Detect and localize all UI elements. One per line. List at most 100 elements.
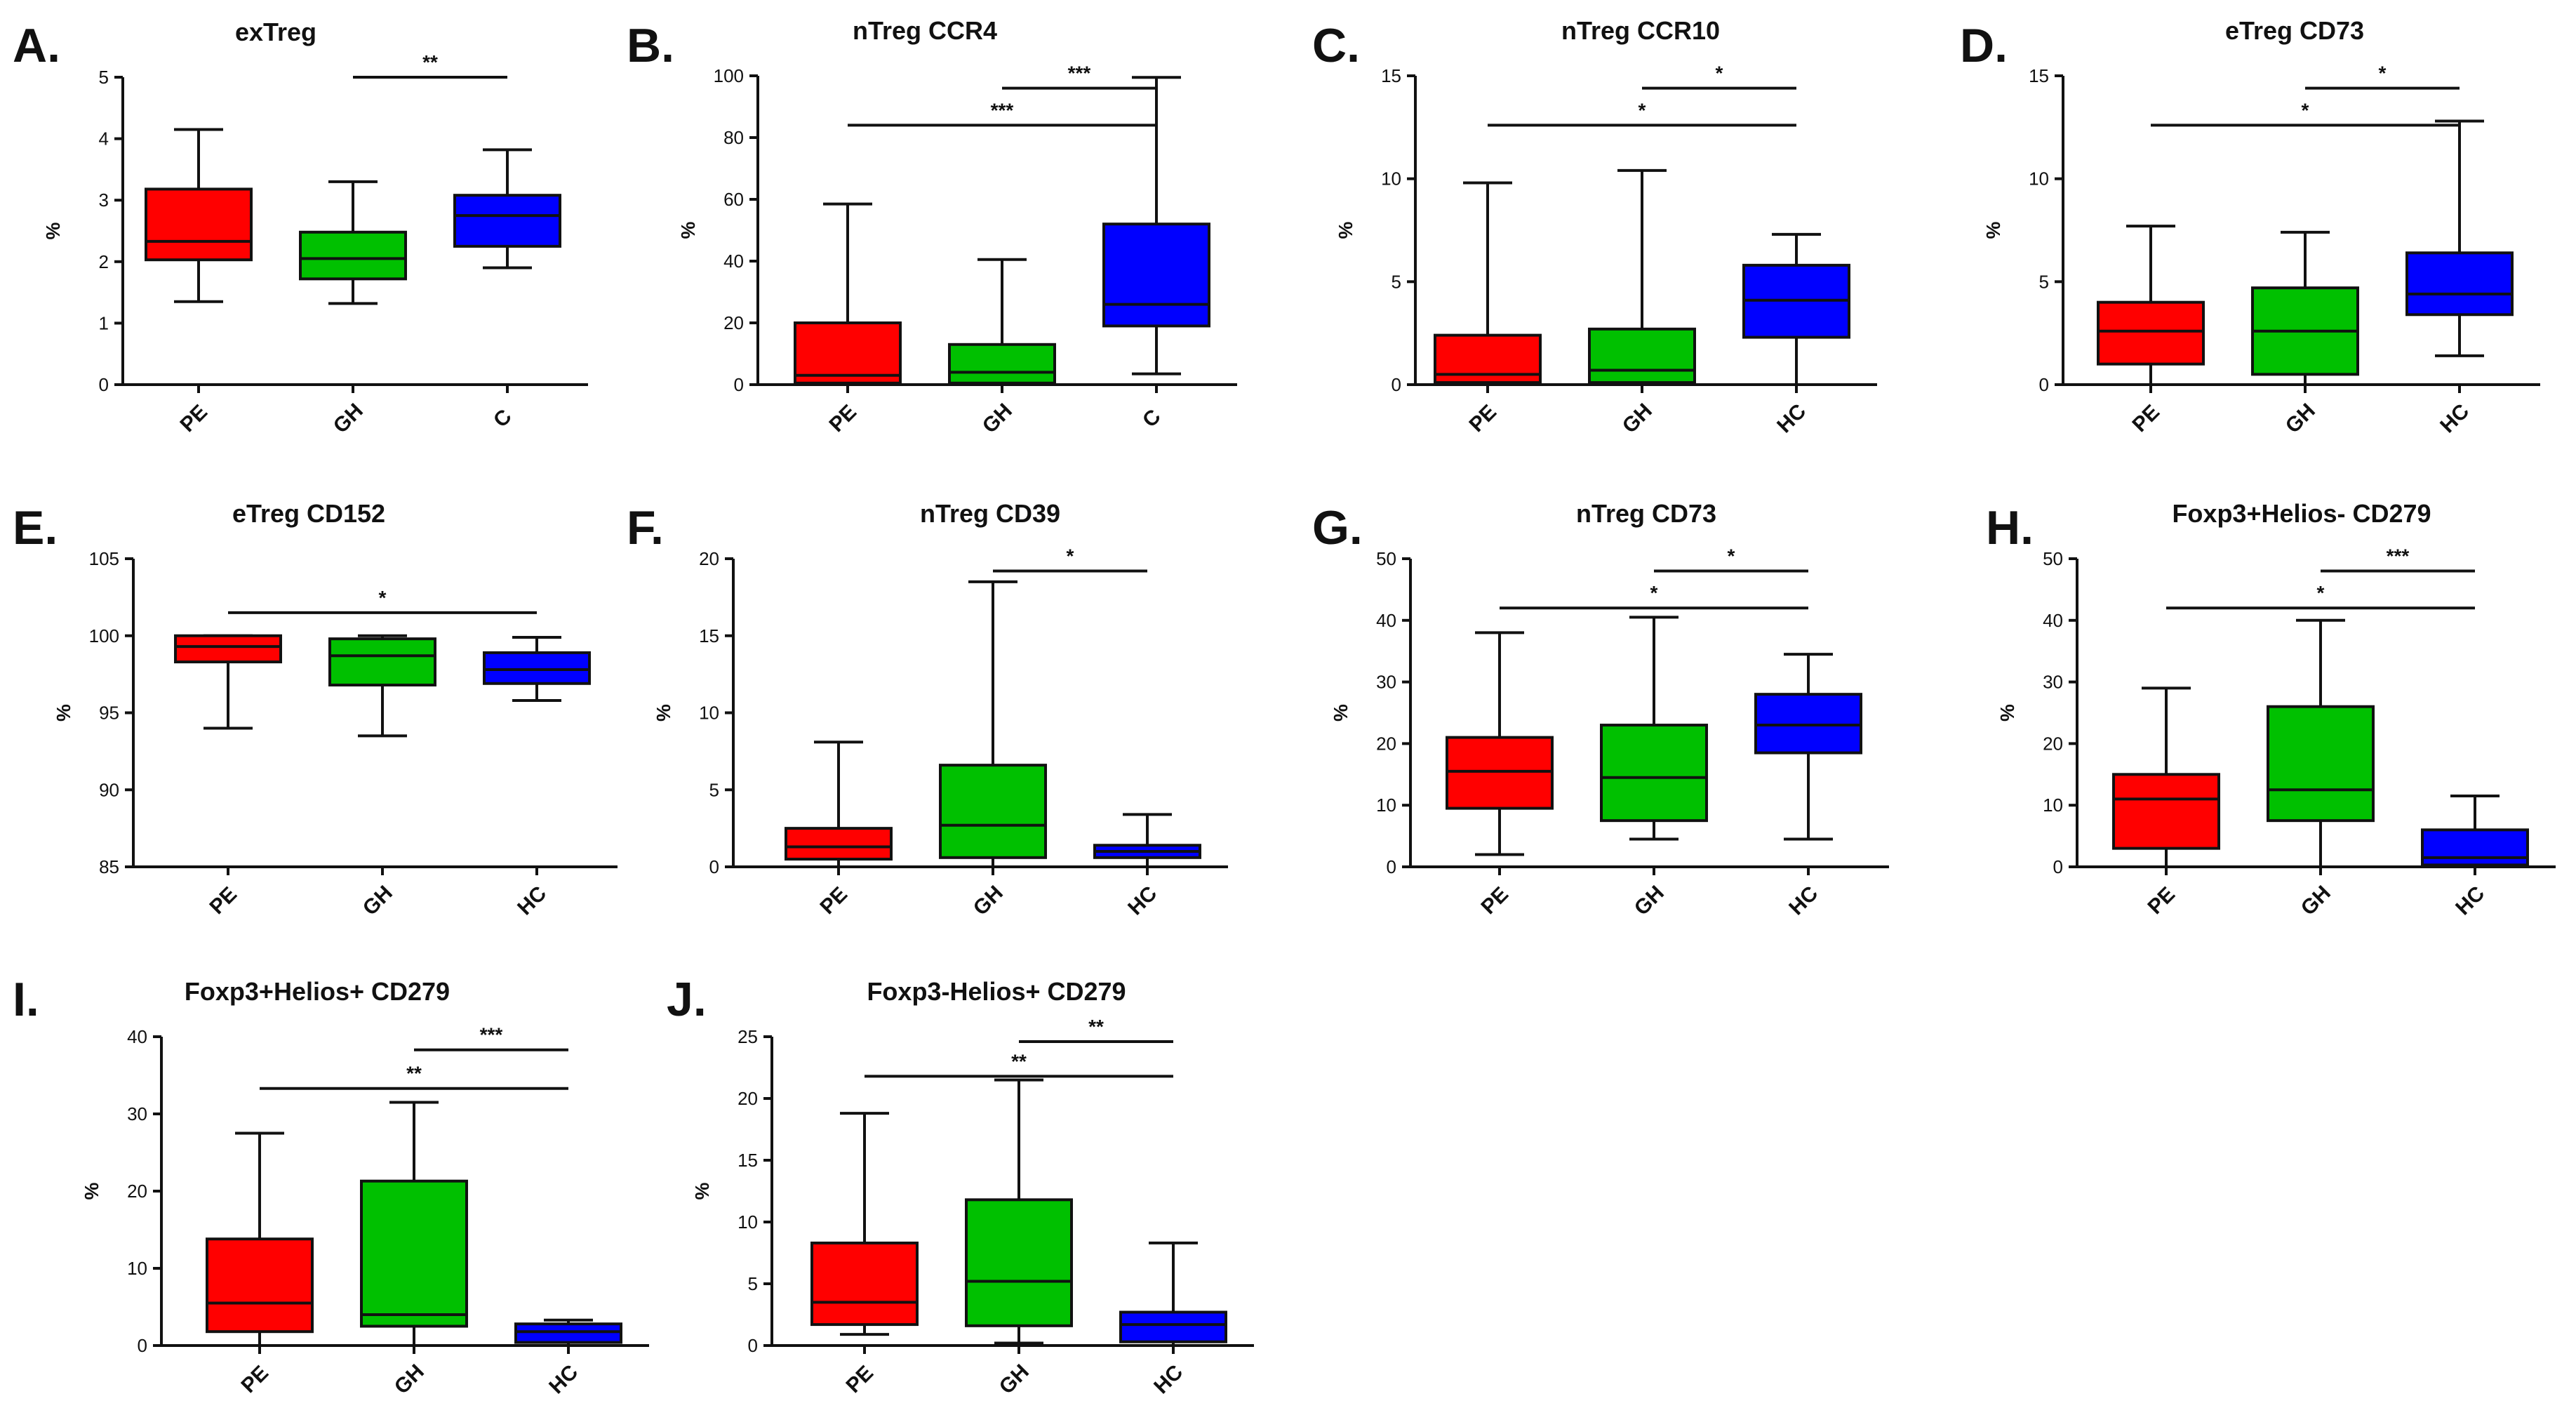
iqr-box: [1754, 693, 1862, 755]
iqr-box: [1102, 223, 1210, 328]
box-pe: [810, 1112, 919, 1336]
iqr-box: [965, 1198, 1073, 1327]
y-tick-label: 10: [2029, 168, 2049, 190]
iqr-box: [2267, 705, 2375, 823]
iqr-box: [1446, 736, 1554, 810]
iqr-box: [453, 194, 561, 248]
y-tick-label: 100: [714, 65, 744, 86]
significance-label: *: [1728, 545, 1735, 567]
iqr-box: [360, 1179, 468, 1328]
y-axis-label: %: [677, 221, 699, 239]
box-gh: [1600, 616, 1708, 841]
y-tick-label: 15: [699, 625, 719, 646]
significance-label: *: [2302, 99, 2309, 121]
box-pe: [2097, 225, 2205, 386]
chart-title: nTreg CD73: [1576, 499, 1716, 528]
iqr-box: [299, 230, 407, 281]
significance-label: *: [1639, 99, 1646, 121]
y-axis-label: %: [653, 704, 674, 722]
iqr-box: [2112, 773, 2220, 850]
y-axis-label: %: [53, 704, 74, 722]
y-axis-label: %: [1335, 221, 1356, 239]
iqr-box: [328, 637, 436, 686]
y-tick-label: 4: [99, 128, 109, 150]
panel-letter: G.: [1312, 501, 1363, 554]
panel-letter: B.: [627, 19, 674, 72]
iqr-box: [2421, 828, 2529, 867]
panel-letter: A.: [13, 19, 60, 72]
box-c: [1102, 76, 1210, 376]
iqr-box: [948, 343, 1056, 385]
iqr-box: [483, 651, 591, 685]
box-gh: [965, 1078, 1073, 1345]
box-hc: [1119, 1241, 1227, 1347]
panel-letter: H.: [1986, 501, 2034, 554]
panel-letter: C.: [1312, 19, 1360, 72]
y-tick-label: 30: [1376, 672, 1396, 693]
box-pe: [1446, 631, 1554, 856]
y-tick-label: 5: [2039, 271, 2049, 292]
box-hc: [514, 1318, 622, 1347]
iqr-box: [174, 634, 282, 664]
y-tick-label: 80: [723, 127, 744, 148]
iqr-box: [2097, 300, 2205, 366]
significance-label: ***: [2387, 545, 2410, 567]
significance-label: **: [422, 51, 438, 73]
significance-label: ***: [480, 1024, 503, 1046]
y-axis-label: %: [1330, 704, 1352, 722]
y-tick-label: 50: [1376, 548, 1396, 569]
significance-label: ***: [991, 99, 1014, 121]
box-hc: [2405, 119, 2514, 357]
y-tick-label: 0: [748, 1335, 758, 1356]
y-tick-label: 3: [99, 190, 109, 211]
iqr-box: [939, 764, 1047, 859]
box-hc: [1754, 653, 1862, 841]
y-tick-label: 10: [1381, 168, 1401, 190]
significance-label: **: [1011, 1050, 1027, 1072]
box-hc: [1093, 813, 1201, 868]
panel-letter: F.: [627, 501, 664, 554]
iqr-box: [514, 1322, 622, 1344]
box-gh: [360, 1101, 468, 1347]
chart-title: Foxp3+Helios- CD279: [2172, 499, 2431, 528]
iqr-box: [206, 1237, 314, 1334]
iqr-box: [145, 187, 253, 262]
box-gh: [328, 634, 436, 738]
y-tick-label: 5: [709, 779, 719, 800]
box-pe: [206, 1131, 314, 1347]
box-gh: [2267, 618, 2375, 868]
box-gh: [1588, 168, 1696, 386]
y-tick-label: 2: [99, 251, 109, 272]
y-tick-label: 20: [738, 1088, 758, 1109]
y-tick-label: 30: [2043, 672, 2063, 693]
iqr-box: [2405, 251, 2514, 317]
iqr-box: [1588, 327, 1696, 385]
y-tick-label: 0: [1387, 856, 1396, 877]
y-tick-label: 90: [99, 779, 119, 800]
significance-label: *: [2317, 582, 2325, 604]
box-gh: [299, 180, 407, 305]
box-hc: [2421, 795, 2529, 868]
panel-letter: E.: [13, 501, 58, 554]
panel-letter: D.: [1960, 19, 2008, 72]
y-tick-label: 10: [699, 703, 719, 724]
box-gh: [2251, 230, 2359, 386]
significance-label: **: [406, 1063, 422, 1084]
y-tick-label: 50: [2043, 548, 2063, 569]
y-tick-label: 0: [1392, 374, 1401, 395]
chart-title: Foxp3-Helios+ CD279: [867, 977, 1126, 1006]
iqr-box: [810, 1241, 919, 1327]
y-axis-label: %: [42, 222, 64, 239]
chart-title: nTreg CCR4: [853, 16, 997, 45]
box-c: [453, 148, 561, 270]
y-tick-label: 1: [99, 312, 109, 333]
y-tick-label: 10: [738, 1211, 758, 1233]
y-tick-label: 105: [89, 548, 119, 569]
y-axis-label: %: [81, 1182, 102, 1200]
